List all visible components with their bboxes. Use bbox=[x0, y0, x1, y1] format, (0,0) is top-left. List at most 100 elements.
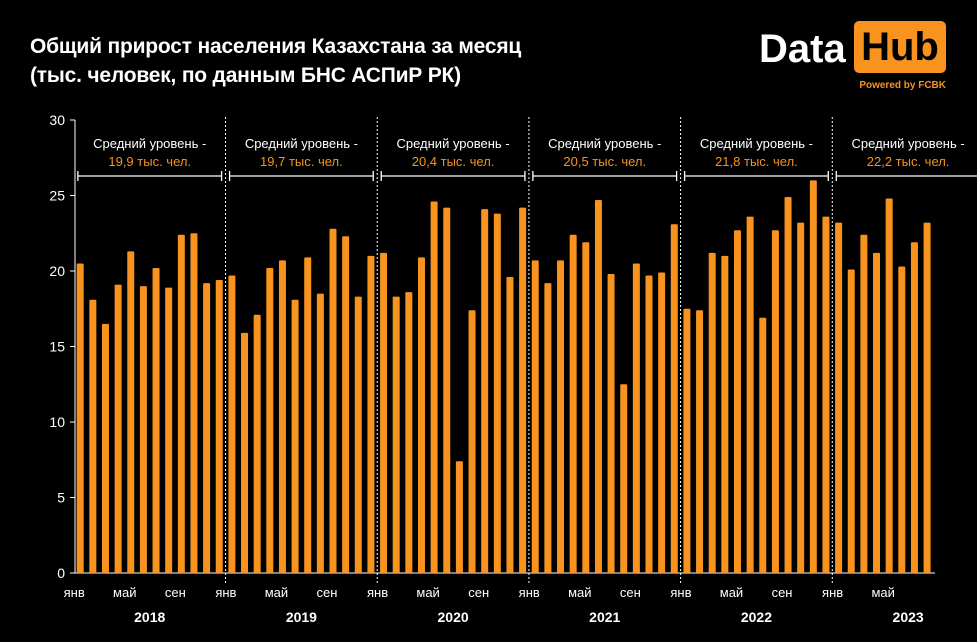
bar-2018-10 bbox=[190, 233, 198, 573]
bar-2023-6 bbox=[898, 266, 906, 573]
bar-2021-6 bbox=[594, 200, 602, 573]
bar-2023-2 bbox=[847, 269, 855, 573]
bar-2019-4 bbox=[266, 267, 274, 573]
x-tick-label: сен bbox=[468, 585, 489, 600]
bar-2022-9 bbox=[784, 197, 792, 573]
bar-2018-6 bbox=[139, 286, 147, 573]
avg-value-2019: 19,7 тыс. чел. bbox=[260, 154, 343, 169]
avg-value-2022: 21,8 тыс. чел. bbox=[715, 154, 798, 169]
y-tick-label: 15 bbox=[49, 339, 65, 355]
bar-2020-2 bbox=[392, 296, 400, 573]
year-label-2023: 2023 bbox=[893, 609, 924, 625]
logo-tagline: Powered by FCBK bbox=[859, 80, 946, 91]
bar-2020-11 bbox=[506, 277, 514, 573]
x-tick-label: янв bbox=[822, 585, 843, 600]
bar-2022-3 bbox=[708, 252, 716, 573]
bar-2018-11 bbox=[203, 283, 211, 573]
title-line-2: (тыс. человек, по данным БНС АСПиР РК) bbox=[30, 64, 461, 87]
bar-2019-7 bbox=[304, 257, 312, 573]
bar-2023-1 bbox=[835, 222, 843, 573]
bar-2019-1 bbox=[228, 275, 236, 573]
logo-word-data: Data bbox=[759, 27, 846, 71]
x-tick-label: янв bbox=[519, 585, 540, 600]
x-tick-label: сен bbox=[165, 585, 186, 600]
year-label-2020: 2020 bbox=[438, 609, 469, 625]
bar-2020-9 bbox=[481, 209, 489, 573]
bar-2022-6 bbox=[746, 216, 754, 573]
bar-2021-4 bbox=[569, 234, 577, 573]
x-tick-label: май bbox=[568, 585, 591, 600]
y-tick-label: 20 bbox=[49, 263, 65, 279]
bar-2018-5 bbox=[127, 251, 135, 573]
bar-2020-1 bbox=[380, 252, 388, 573]
bar-2023-5 bbox=[885, 198, 893, 573]
bar-2022-10 bbox=[797, 222, 805, 573]
x-tick-label: сен bbox=[620, 585, 641, 600]
avg-label-2023: Средний уровень - bbox=[852, 136, 965, 151]
title-line-1: Общий прирост населения Казахстана за ме… bbox=[30, 35, 522, 58]
bar-2022-8 bbox=[771, 230, 779, 574]
logo-word-hub: Hub bbox=[854, 21, 946, 73]
avg-label-2020: Средний уровень - bbox=[396, 136, 509, 151]
x-tick-label: янв bbox=[367, 585, 388, 600]
datahub-logo: Data Hub Powered by FCBK bbox=[759, 18, 949, 98]
bar-2019-8 bbox=[316, 293, 324, 573]
bar-2020-4 bbox=[417, 257, 425, 573]
bar-2023-3 bbox=[860, 234, 868, 573]
bar-2021-9 bbox=[632, 263, 640, 573]
bar-2018-1 bbox=[76, 263, 84, 573]
bar-2021-1 bbox=[531, 260, 539, 573]
x-tick-label: май bbox=[265, 585, 288, 600]
bar-2018-7 bbox=[152, 267, 160, 573]
bar-2022-4 bbox=[721, 255, 729, 573]
y-tick-label: 30 bbox=[49, 112, 65, 128]
avg-label-2022: Средний уровень - bbox=[700, 136, 813, 151]
bar-2020-5 bbox=[430, 201, 438, 574]
bar-2021-7 bbox=[607, 274, 615, 573]
bar-2021-2 bbox=[544, 283, 552, 573]
bar-2022-11 bbox=[809, 180, 817, 573]
x-tick-label: май bbox=[113, 585, 136, 600]
bar-2022-2 bbox=[696, 310, 704, 573]
bar-2019-10 bbox=[342, 236, 350, 573]
x-tick-label: янв bbox=[64, 585, 85, 600]
bar-2021-10 bbox=[645, 275, 653, 573]
x-tick-label: май bbox=[871, 585, 894, 600]
year-label-2021: 2021 bbox=[589, 609, 620, 625]
bar-2020-7 bbox=[455, 461, 463, 573]
bar-2019-9 bbox=[329, 228, 337, 573]
avg-label-2021: Средний уровень - bbox=[548, 136, 661, 151]
year-label-2018: 2018 bbox=[134, 609, 165, 625]
bar-2021-8 bbox=[620, 384, 628, 573]
bar-2018-12 bbox=[215, 280, 223, 573]
bar-2020-6 bbox=[443, 207, 451, 573]
y-tick-label: 0 bbox=[57, 565, 65, 581]
bar-2019-12 bbox=[367, 255, 375, 573]
x-tick-label: сен bbox=[772, 585, 793, 600]
bar-2023-7 bbox=[910, 242, 918, 573]
bar-2018-2 bbox=[89, 299, 97, 573]
x-tick-label: янв bbox=[215, 585, 236, 600]
year-label-2022: 2022 bbox=[741, 609, 772, 625]
bar-2018-3 bbox=[101, 323, 109, 573]
x-tick-label: сен bbox=[317, 585, 338, 600]
avg-value-2021: 20,5 тыс. чел. bbox=[563, 154, 646, 169]
x-tick-label: май bbox=[416, 585, 439, 600]
y-tick-label: 25 bbox=[49, 188, 65, 204]
bar-2019-5 bbox=[278, 260, 286, 573]
bar-2019-6 bbox=[291, 299, 299, 573]
y-tick-label: 5 bbox=[57, 490, 65, 506]
bar-2021-12 bbox=[670, 224, 678, 573]
bar-2018-8 bbox=[165, 287, 173, 573]
year-label-2019: 2019 bbox=[286, 609, 317, 625]
avg-value-2023: 22,2 тыс. чел. bbox=[867, 154, 950, 169]
bar-2021-5 bbox=[582, 242, 590, 573]
bar-2018-4 bbox=[114, 284, 122, 573]
bar-2020-8 bbox=[468, 310, 476, 573]
avg-label-2019: Средний уровень - bbox=[245, 136, 358, 151]
y-tick-label: 10 bbox=[49, 414, 65, 430]
x-tick-label: янв bbox=[670, 585, 691, 600]
bar-2020-12 bbox=[519, 207, 527, 573]
avg-value-2018: 19,9 тыс. чел. bbox=[108, 154, 191, 169]
bar-2021-11 bbox=[658, 272, 666, 573]
